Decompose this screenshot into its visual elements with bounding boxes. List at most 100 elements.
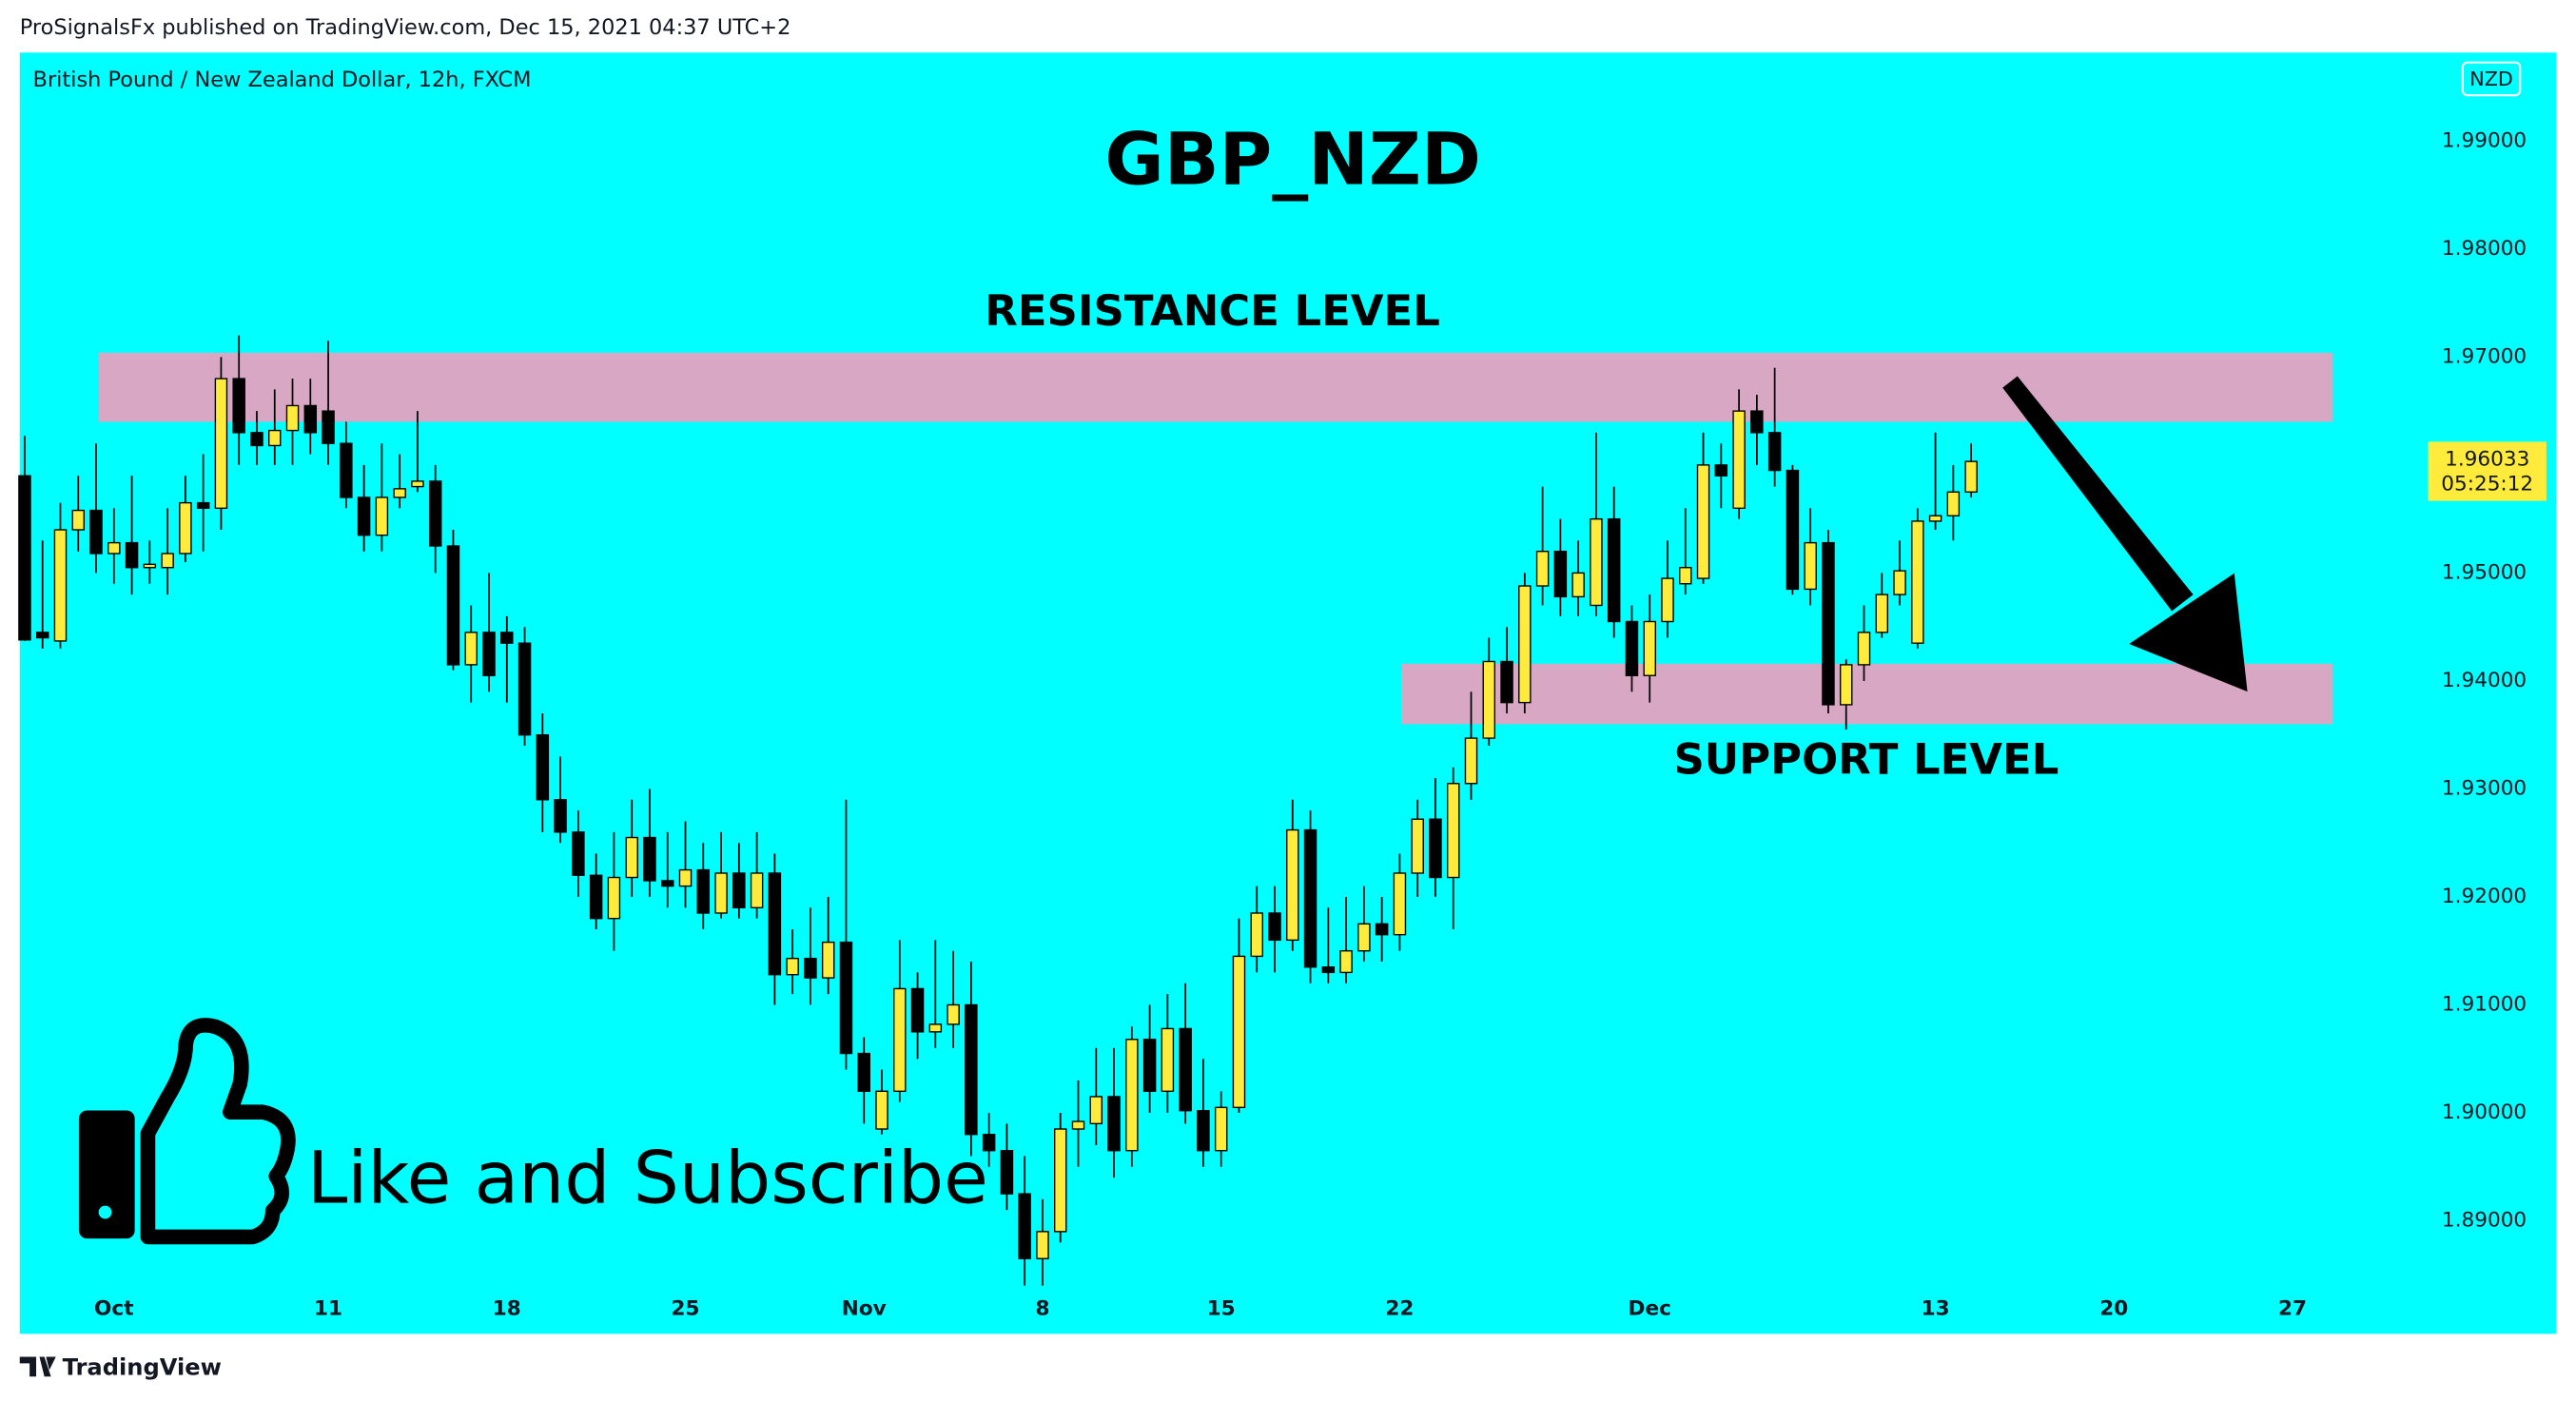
zone bbox=[98, 352, 2333, 422]
countdown: 05:25:12 bbox=[2441, 472, 2533, 496]
candle-body bbox=[1018, 1193, 1031, 1259]
x-tick-label: 25 bbox=[672, 1296, 700, 1320]
candle-body bbox=[446, 545, 460, 666]
candle-body bbox=[1750, 410, 1764, 434]
candle-body bbox=[1125, 1039, 1139, 1152]
y-tick-label: 1.90000 bbox=[2442, 1100, 2527, 1124]
zone bbox=[1401, 663, 2333, 725]
candle-body bbox=[946, 1003, 960, 1025]
candle-body bbox=[411, 480, 424, 488]
candle-body bbox=[1429, 818, 1442, 879]
candle-body bbox=[482, 632, 496, 676]
candle-body bbox=[1357, 923, 1371, 952]
candle-body bbox=[250, 432, 263, 447]
candle-body bbox=[1911, 520, 1924, 644]
candle-body bbox=[1571, 572, 1585, 598]
candle-body bbox=[1071, 1120, 1085, 1130]
candle-body bbox=[678, 868, 693, 887]
candle-body bbox=[285, 404, 300, 432]
candle-body bbox=[1839, 664, 1853, 706]
candle-body bbox=[1268, 912, 1281, 942]
annotation: Like and Subscribe bbox=[307, 1135, 988, 1219]
axes: 1.990001.980001.970001.960001.950001.940… bbox=[94, 128, 2547, 1320]
candle-body bbox=[1696, 464, 1710, 579]
candle-body bbox=[143, 563, 157, 569]
candle-body bbox=[393, 488, 406, 498]
footer-logo bbox=[19, 1356, 56, 1377]
candle-body bbox=[750, 872, 764, 908]
last-price: 1.96033 bbox=[2445, 447, 2529, 471]
candle-body bbox=[1411, 818, 1424, 874]
candle-body bbox=[1928, 515, 1942, 522]
candle-body bbox=[71, 509, 85, 531]
candle-body bbox=[804, 957, 817, 979]
candle-body bbox=[232, 378, 245, 434]
candle-body bbox=[375, 497, 389, 536]
candle-body bbox=[322, 410, 335, 444]
x-tick-label: 22 bbox=[1385, 1296, 1414, 1320]
candle-body bbox=[1822, 541, 1835, 706]
x-tick-label: 13 bbox=[1922, 1296, 1950, 1320]
last-price-box bbox=[2428, 441, 2547, 501]
candle-body bbox=[517, 642, 532, 736]
candle-body bbox=[464, 632, 478, 666]
candle-body bbox=[1321, 966, 1336, 974]
candle-body bbox=[1107, 1096, 1121, 1152]
candle-body bbox=[1000, 1150, 1014, 1195]
candle-body bbox=[1661, 577, 1674, 623]
zones bbox=[98, 352, 2333, 725]
candle-body bbox=[357, 497, 371, 536]
candle-body bbox=[179, 501, 192, 555]
candle-body bbox=[125, 541, 139, 569]
candle-body bbox=[1732, 410, 1746, 509]
x-tick-label: 8 bbox=[1035, 1296, 1049, 1320]
candle-body bbox=[340, 442, 353, 498]
candle-body bbox=[89, 509, 103, 555]
y-tick-label: 1.92000 bbox=[2442, 885, 2527, 908]
candle-body bbox=[428, 480, 442, 547]
candle-body bbox=[607, 876, 621, 920]
footer: TradingView bbox=[63, 1354, 222, 1381]
thumb-icon bbox=[78, 1018, 296, 1245]
zone-label: RESISTANCE LEVEL bbox=[985, 285, 1440, 336]
candle-body bbox=[1553, 551, 1568, 598]
candle-body bbox=[196, 501, 210, 509]
currency-box bbox=[2461, 61, 2522, 97]
candle-body bbox=[821, 941, 835, 979]
candle-body bbox=[1286, 828, 1299, 942]
arrow bbox=[2002, 376, 2194, 612]
y-tick-label: 1.91000 bbox=[2442, 992, 2527, 1016]
candle-body bbox=[1964, 460, 1978, 493]
y-tick-label: 1.89000 bbox=[2442, 1208, 2527, 1232]
y-tick-label: 1.98000 bbox=[2442, 237, 2527, 261]
candle-body bbox=[1804, 541, 1817, 591]
candle-body bbox=[643, 836, 656, 882]
candle-body bbox=[965, 1003, 978, 1136]
candle-body bbox=[1054, 1128, 1067, 1233]
candle-body bbox=[1590, 517, 1603, 607]
candle-body bbox=[589, 874, 603, 920]
candle-body bbox=[536, 733, 550, 801]
candle-body bbox=[53, 529, 68, 642]
x-tick-label: 15 bbox=[1207, 1296, 1236, 1320]
candle-body bbox=[1142, 1039, 1157, 1092]
x-tick-label: 11 bbox=[314, 1296, 342, 1320]
candle-body bbox=[732, 872, 746, 908]
x-tick-label: Dec bbox=[1629, 1296, 1671, 1320]
candle-body bbox=[1089, 1096, 1103, 1125]
candle-body bbox=[786, 957, 799, 976]
y-tick-label: 1.99000 bbox=[2442, 128, 2527, 152]
candle-body bbox=[1500, 660, 1513, 704]
candle-body bbox=[1197, 1110, 1210, 1152]
currency: NZD bbox=[2469, 68, 2513, 90]
candle-body bbox=[893, 987, 907, 1092]
zone-label: SUPPORT LEVEL bbox=[1673, 733, 2059, 784]
candle-body bbox=[500, 632, 514, 644]
candle-body bbox=[875, 1090, 888, 1130]
candle-body bbox=[839, 941, 853, 1055]
candle-body bbox=[303, 404, 318, 434]
y-tick-label: 1.93000 bbox=[2442, 776, 2527, 800]
candle-body bbox=[1679, 567, 1692, 585]
